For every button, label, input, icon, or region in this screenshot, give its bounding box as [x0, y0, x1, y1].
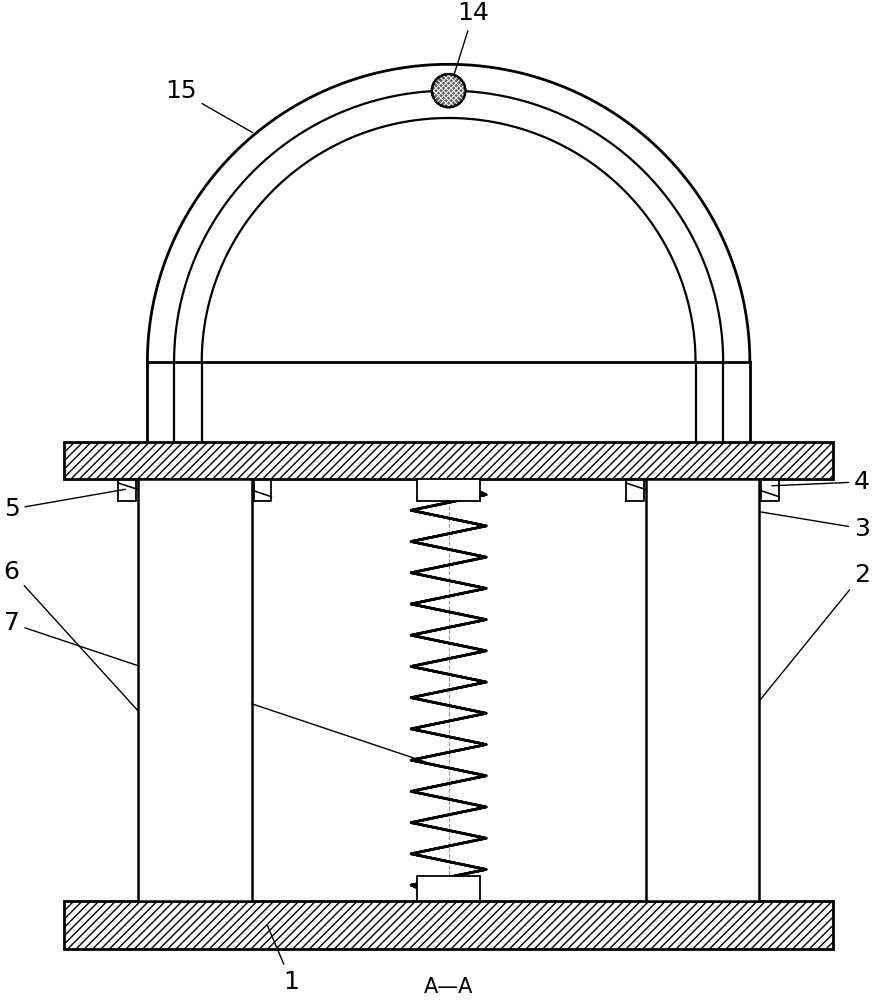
Text: 6: 6: [4, 560, 176, 752]
Text: 3: 3: [653, 494, 870, 541]
Text: 5: 5: [4, 489, 125, 521]
Bar: [138, 479, 252, 901]
Text: 7: 7: [4, 611, 428, 763]
Text: 2: 2: [701, 563, 870, 772]
Bar: [64, 442, 833, 479]
Bar: [64, 901, 833, 949]
Text: 14: 14: [452, 1, 489, 83]
Bar: [417, 876, 480, 901]
Text: 15: 15: [165, 79, 252, 133]
Bar: [64, 442, 833, 479]
Text: 1: 1: [268, 926, 299, 994]
Text: 4: 4: [772, 470, 870, 494]
Bar: [64, 901, 833, 949]
Bar: [645, 479, 759, 901]
Circle shape: [432, 74, 466, 107]
Text: A—A: A—A: [424, 977, 473, 997]
Bar: [417, 479, 480, 501]
